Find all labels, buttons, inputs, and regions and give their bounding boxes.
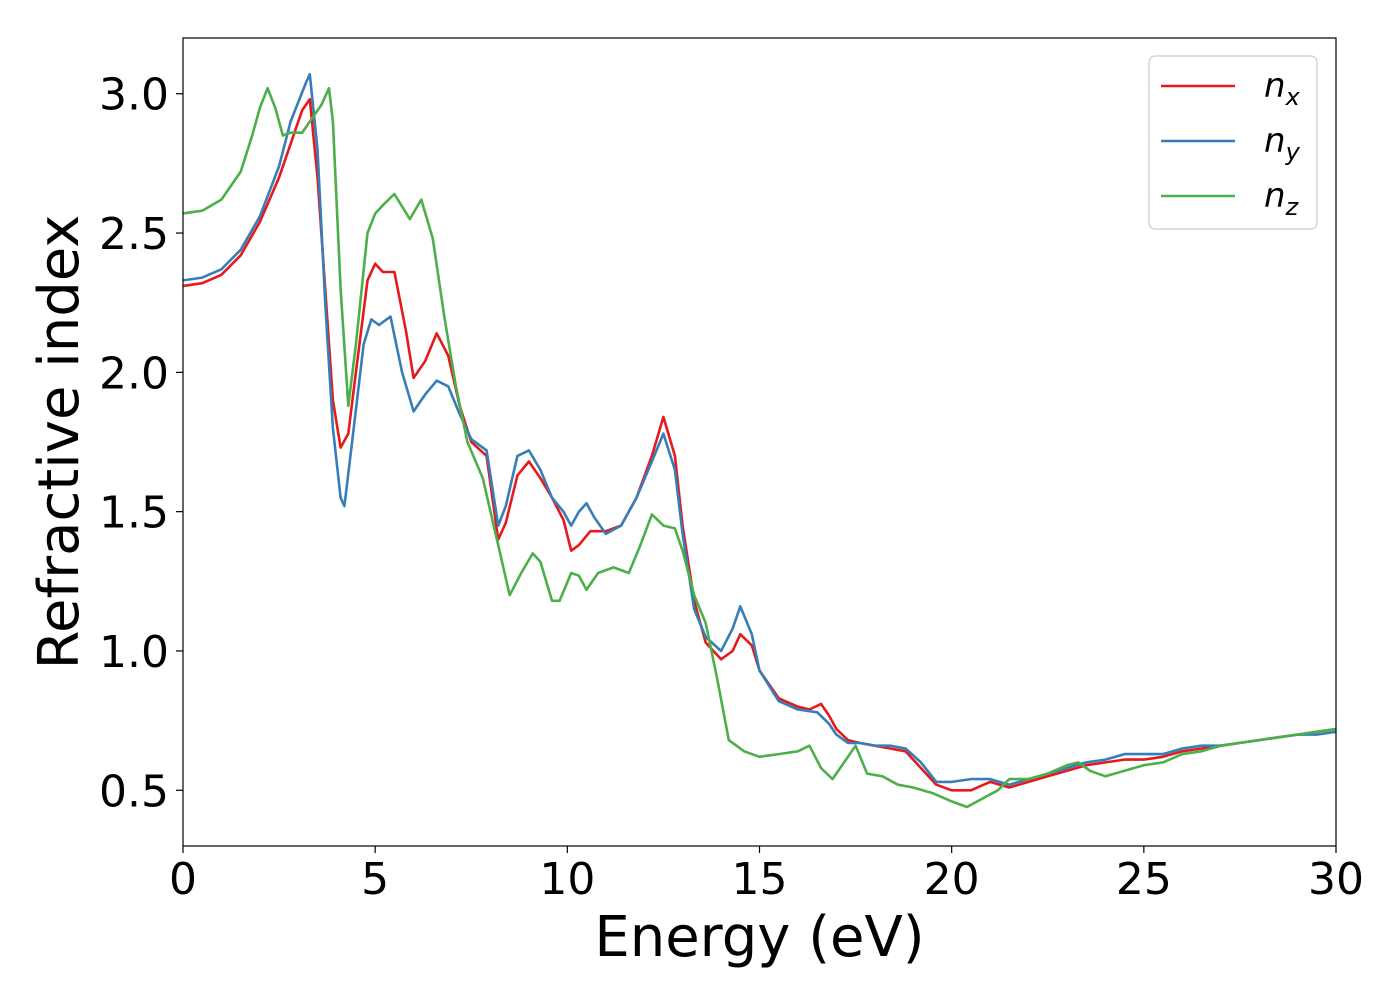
y-axis-title: Refractive index xyxy=(27,215,92,670)
series-line-nz xyxy=(183,86,1336,809)
series-line-ny xyxy=(183,72,1336,786)
legend-item-ny: ny xyxy=(1161,121,1301,166)
y-tick-label: 3.0 xyxy=(99,70,169,121)
x-tick-label: 10 xyxy=(539,854,595,905)
series-layer xyxy=(183,72,1336,809)
x-tick-label: 15 xyxy=(732,854,788,905)
y-tick-label: 2.5 xyxy=(99,209,169,260)
x-tick-label: 0 xyxy=(169,854,197,905)
legend-item-nz: nz xyxy=(1161,176,1300,221)
legend: nx ny nz xyxy=(1148,55,1318,230)
x-tick-label: 5 xyxy=(361,854,389,905)
x-axis-title: Energy (eV) xyxy=(594,905,924,970)
x-tick-label: 30 xyxy=(1308,854,1364,905)
legend-box xyxy=(1148,55,1318,230)
y-tick-label: 1.0 xyxy=(99,627,169,678)
series-line-nx xyxy=(183,98,1336,792)
legend-item-nx: nx xyxy=(1161,66,1301,111)
legend-label: nx xyxy=(1264,66,1301,111)
x-tick-label: 25 xyxy=(1116,854,1172,905)
y-tick-label: 1.5 xyxy=(99,488,169,539)
legend-label: ny xyxy=(1264,121,1301,166)
legend-label: nz xyxy=(1264,176,1300,221)
x-tick-label: 20 xyxy=(924,854,980,905)
y-tick-label: 0.5 xyxy=(99,766,169,817)
x-axis: 0 5 10 15 20 25 30 xyxy=(169,846,1364,905)
y-tick-label: 2.0 xyxy=(99,348,169,399)
y-axis: 0.5 1.0 1.5 2.0 2.5 3.0 xyxy=(99,70,183,817)
